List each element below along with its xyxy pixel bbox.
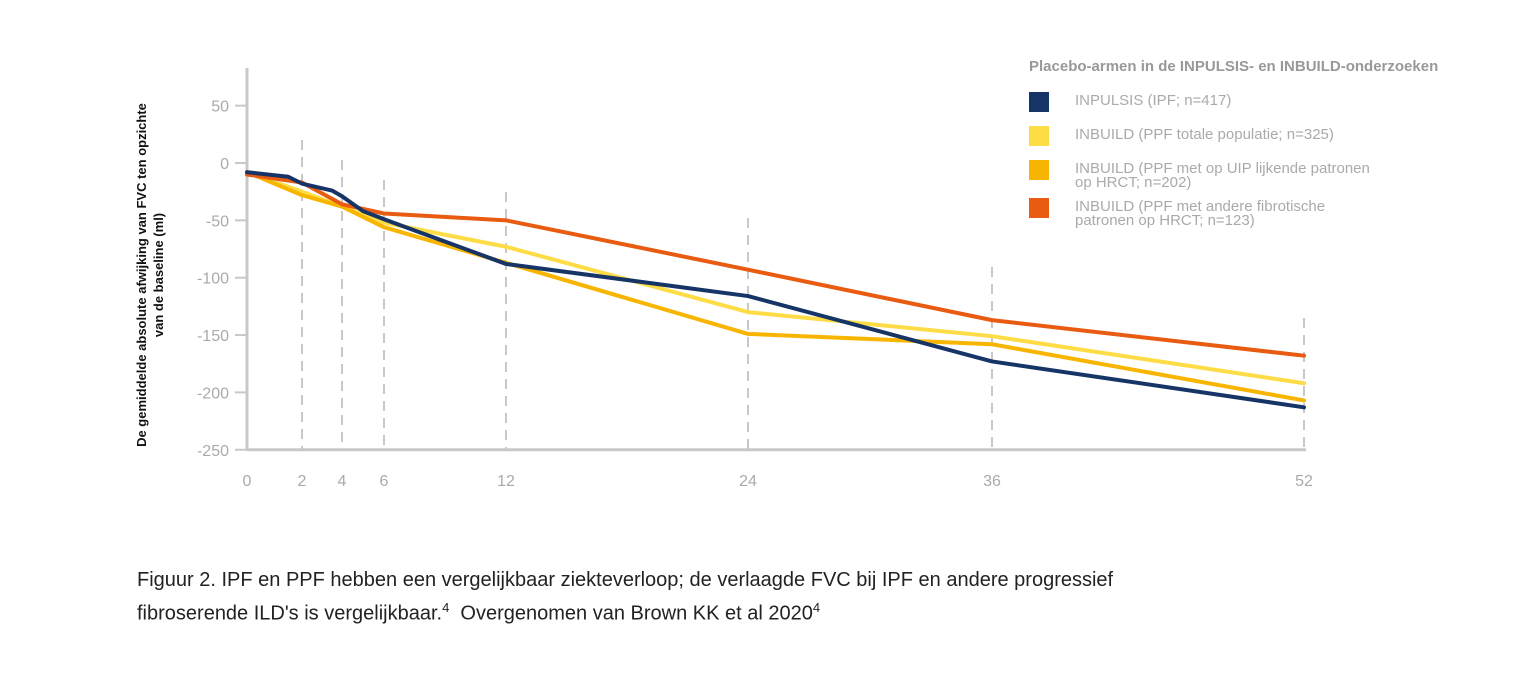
series-line-0: [245, 170, 1306, 410]
reference-1: 4: [442, 600, 450, 615]
legend: Placebo-armen in de INPULSIS- en INBUILD…: [1029, 56, 1449, 236]
y-tick-label: -100: [197, 271, 229, 288]
x-tick-label: 12: [497, 473, 515, 490]
x-tick-label: 36: [983, 473, 1001, 490]
legend-title: Placebo-armen in de INPULSIS- en INBUILD…: [1029, 58, 1439, 75]
legend-swatch: [1029, 126, 1049, 146]
legend-item: INBUILD (PPF met op UIP lijkende patrone…: [1029, 160, 1449, 190]
x-tick-label: 6: [380, 473, 389, 490]
reference-2: 4: [812, 600, 821, 615]
legend-item: INPULSIS (IPF; n=417): [1029, 92, 1449, 112]
series-line-1: [245, 170, 1306, 386]
y-axis-label: De gemiddelde absolute afwijking van FVC…: [134, 103, 166, 447]
caption-line-2b: Overgenomen van Brown KK et al 2020: [449, 602, 813, 625]
legend-label: INPULSIS (IPF; n=417): [1075, 92, 1232, 109]
y-tick-label: -200: [197, 385, 229, 402]
x-tick-label: 24: [739, 473, 757, 490]
x-tick-label: 0: [243, 473, 252, 490]
legend-label: INBUILD (PPF totale populatie; n=325): [1075, 126, 1334, 143]
legend-swatch: [1029, 198, 1049, 218]
legend-swatch: [1029, 160, 1049, 180]
y-tick-label: -150: [197, 328, 229, 345]
legend-item: INBUILD (PPF met andere fibrotische patro…: [1029, 198, 1449, 228]
x-tick-label: 4: [338, 473, 347, 490]
y-tick-label: 0: [220, 156, 229, 173]
caption-line-1: Figuur 2. IPF en PPF hebben een vergelij…: [137, 569, 1114, 591]
y-tick-label: -250: [197, 443, 229, 460]
y-tick-label: -50: [206, 213, 229, 230]
series-line-2: [245, 170, 1306, 403]
figure-caption: Figuur 2. IPF en PPF hebben een vergelij…: [137, 566, 1113, 628]
x-tick-label: 52: [1295, 473, 1313, 490]
legend-item: INBUILD (PPF totale populatie; n=325): [1029, 126, 1449, 146]
caption-line-2a: fibroserende ILD's is vergelijkbaar.: [137, 602, 443, 625]
y-tick-label: 50: [211, 99, 229, 116]
legend-label: INBUILD (PPF met op UIP lijkende patrone…: [1075, 160, 1370, 191]
legend-label: INBUILD (PPF met andere fibrotische patro…: [1075, 198, 1326, 229]
legend-swatch: [1029, 92, 1049, 112]
x-tick-label: 2: [298, 473, 307, 490]
